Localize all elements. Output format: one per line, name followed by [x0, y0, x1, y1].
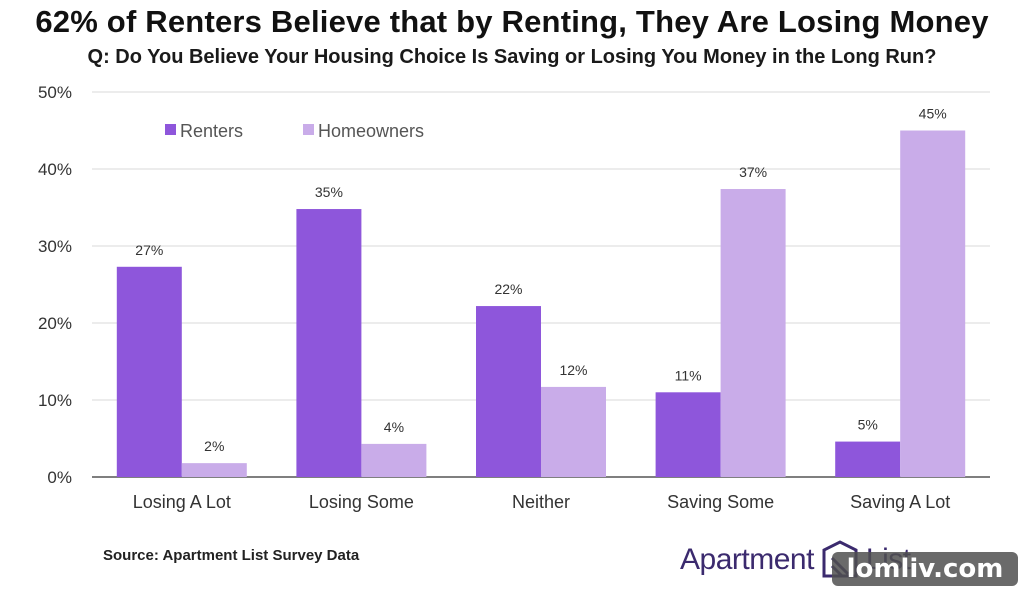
legend-swatch-renters — [165, 124, 176, 135]
data-label: 11% — [675, 367, 702, 383]
brand-left-text: Apartment — [680, 543, 814, 576]
bar-homeowners — [900, 130, 966, 477]
bar-renters — [296, 209, 362, 478]
chart-title: 62% of Renters Believe that by Renting, … — [35, 4, 989, 39]
legend-swatch-homeowners — [303, 124, 314, 135]
legend-label-homeowners: Homeowners — [318, 121, 424, 141]
legend: Renters Homeowners — [165, 121, 424, 141]
y-tick-label: 10% — [38, 391, 72, 410]
y-tick-label: 50% — [38, 83, 72, 102]
bar-renters — [476, 306, 541, 477]
x-tick-label: Losing Some — [309, 492, 414, 512]
bar-renters — [655, 392, 721, 477]
bars — [116, 130, 966, 478]
x-tick-label: Losing A Lot — [133, 492, 231, 512]
legend-label-renters: Renters — [180, 121, 243, 141]
data-label: 2% — [204, 438, 224, 454]
chart-subtitle: Q: Do You Believe Your Housing Choice Is… — [87, 46, 937, 68]
data-labels: 27% 2% 35% 4% 22% 12% 11% 37% 5% 45% — [135, 106, 946, 455]
bar-renters — [835, 441, 901, 477]
bar-renters — [116, 266, 182, 477]
bar-homeowners — [361, 443, 427, 477]
data-label: 4% — [384, 419, 404, 435]
bar-homeowners — [541, 386, 606, 477]
y-axis-ticks: 0% 10% 20% 30% 40% 50% — [38, 83, 72, 487]
data-label: 37% — [739, 164, 767, 180]
data-label: 5% — [858, 417, 878, 433]
data-label: 45% — [919, 106, 947, 122]
y-tick-label: 20% — [38, 314, 72, 333]
apartment-list-logo: Apartment List — [680, 535, 911, 585]
x-tick-label: Neither — [512, 492, 570, 512]
y-tick-label: 0% — [47, 468, 72, 487]
x-tick-label: Saving Some — [667, 492, 774, 512]
bar-homeowners — [181, 463, 247, 477]
x-axis-ticks: Losing A Lot Losing Some Neither Saving Som… — [133, 492, 950, 512]
data-label: 22% — [494, 281, 522, 297]
bar-homeowners — [720, 189, 786, 477]
y-tick-label: 40% — [38, 160, 72, 179]
source-note: Source: Apartment List Survey Data — [103, 547, 360, 564]
y-tick-label: 30% — [38, 237, 72, 256]
watermark: lomliv.com — [832, 552, 1018, 586]
data-label: 27% — [135, 242, 163, 258]
data-label: 35% — [315, 184, 343, 200]
data-label: 12% — [559, 362, 587, 378]
x-tick-label: Saving A Lot — [850, 492, 950, 512]
